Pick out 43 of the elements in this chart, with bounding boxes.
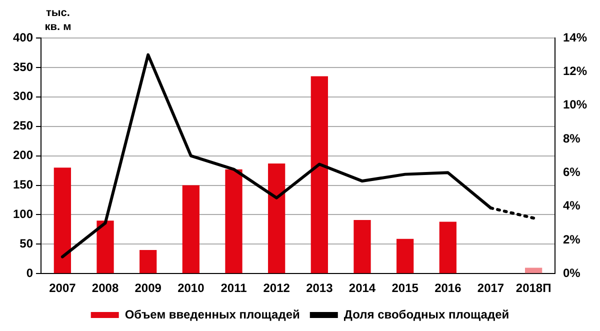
bar <box>354 220 371 274</box>
x-tick-label: 2015 <box>392 281 419 296</box>
y-tick-label: 300 <box>12 89 34 104</box>
bar <box>396 238 414 274</box>
legend-label: Доля свободных площадей <box>344 307 510 322</box>
bar <box>225 169 242 274</box>
y-tick-label: 400 <box>12 30 34 44</box>
legend-label: Объем введенных площадей <box>124 307 300 322</box>
bar <box>439 222 456 274</box>
x-tick-label: 2018П <box>516 281 552 296</box>
y2-tick-label: 2% <box>562 232 581 246</box>
x-tick-label: 2008 <box>92 281 119 296</box>
bar <box>54 168 72 274</box>
x-tick-label: 2013 <box>306 281 334 296</box>
y-tick-label: 350 <box>12 60 34 74</box>
y2-tick-label: 8% <box>562 131 581 146</box>
x-tick-label: 2014 <box>348 281 376 296</box>
y2-tick-label: 4% <box>562 198 581 213</box>
bar <box>310 76 328 274</box>
y-tick-label: 200 <box>12 148 34 162</box>
y-tick-label: 250 <box>12 118 34 133</box>
bar <box>96 220 114 274</box>
y2-tick-label: 6% <box>562 164 581 179</box>
y2-tick-label: 10% <box>562 98 588 112</box>
x-tick-label: 2016 <box>434 281 462 296</box>
x-tick-label: 2011 <box>220 281 248 296</box>
x-tick-label: 2009 <box>134 281 162 296</box>
x-tick-label: 2017 <box>477 281 504 296</box>
x-tick-label: 2010 <box>178 281 205 296</box>
y-axis-title: тыс. кв. м <box>44 6 72 34</box>
x-tick-label: 2007 <box>49 281 76 296</box>
y-tick-label: 0 <box>26 266 34 280</box>
bar <box>182 185 200 274</box>
y-tick-label: 50 <box>20 236 34 250</box>
y2-tick-label: 14% <box>562 30 588 44</box>
y2-tick-label: 0% <box>562 266 581 280</box>
bar <box>525 268 542 274</box>
y2-tick-label: 12% <box>562 64 588 78</box>
bar <box>268 163 286 274</box>
x-tick-label: 2012 <box>263 281 290 296</box>
bar <box>140 250 157 274</box>
y-tick-label: 150 <box>12 178 34 192</box>
y-tick-label: 100 <box>12 207 34 222</box>
